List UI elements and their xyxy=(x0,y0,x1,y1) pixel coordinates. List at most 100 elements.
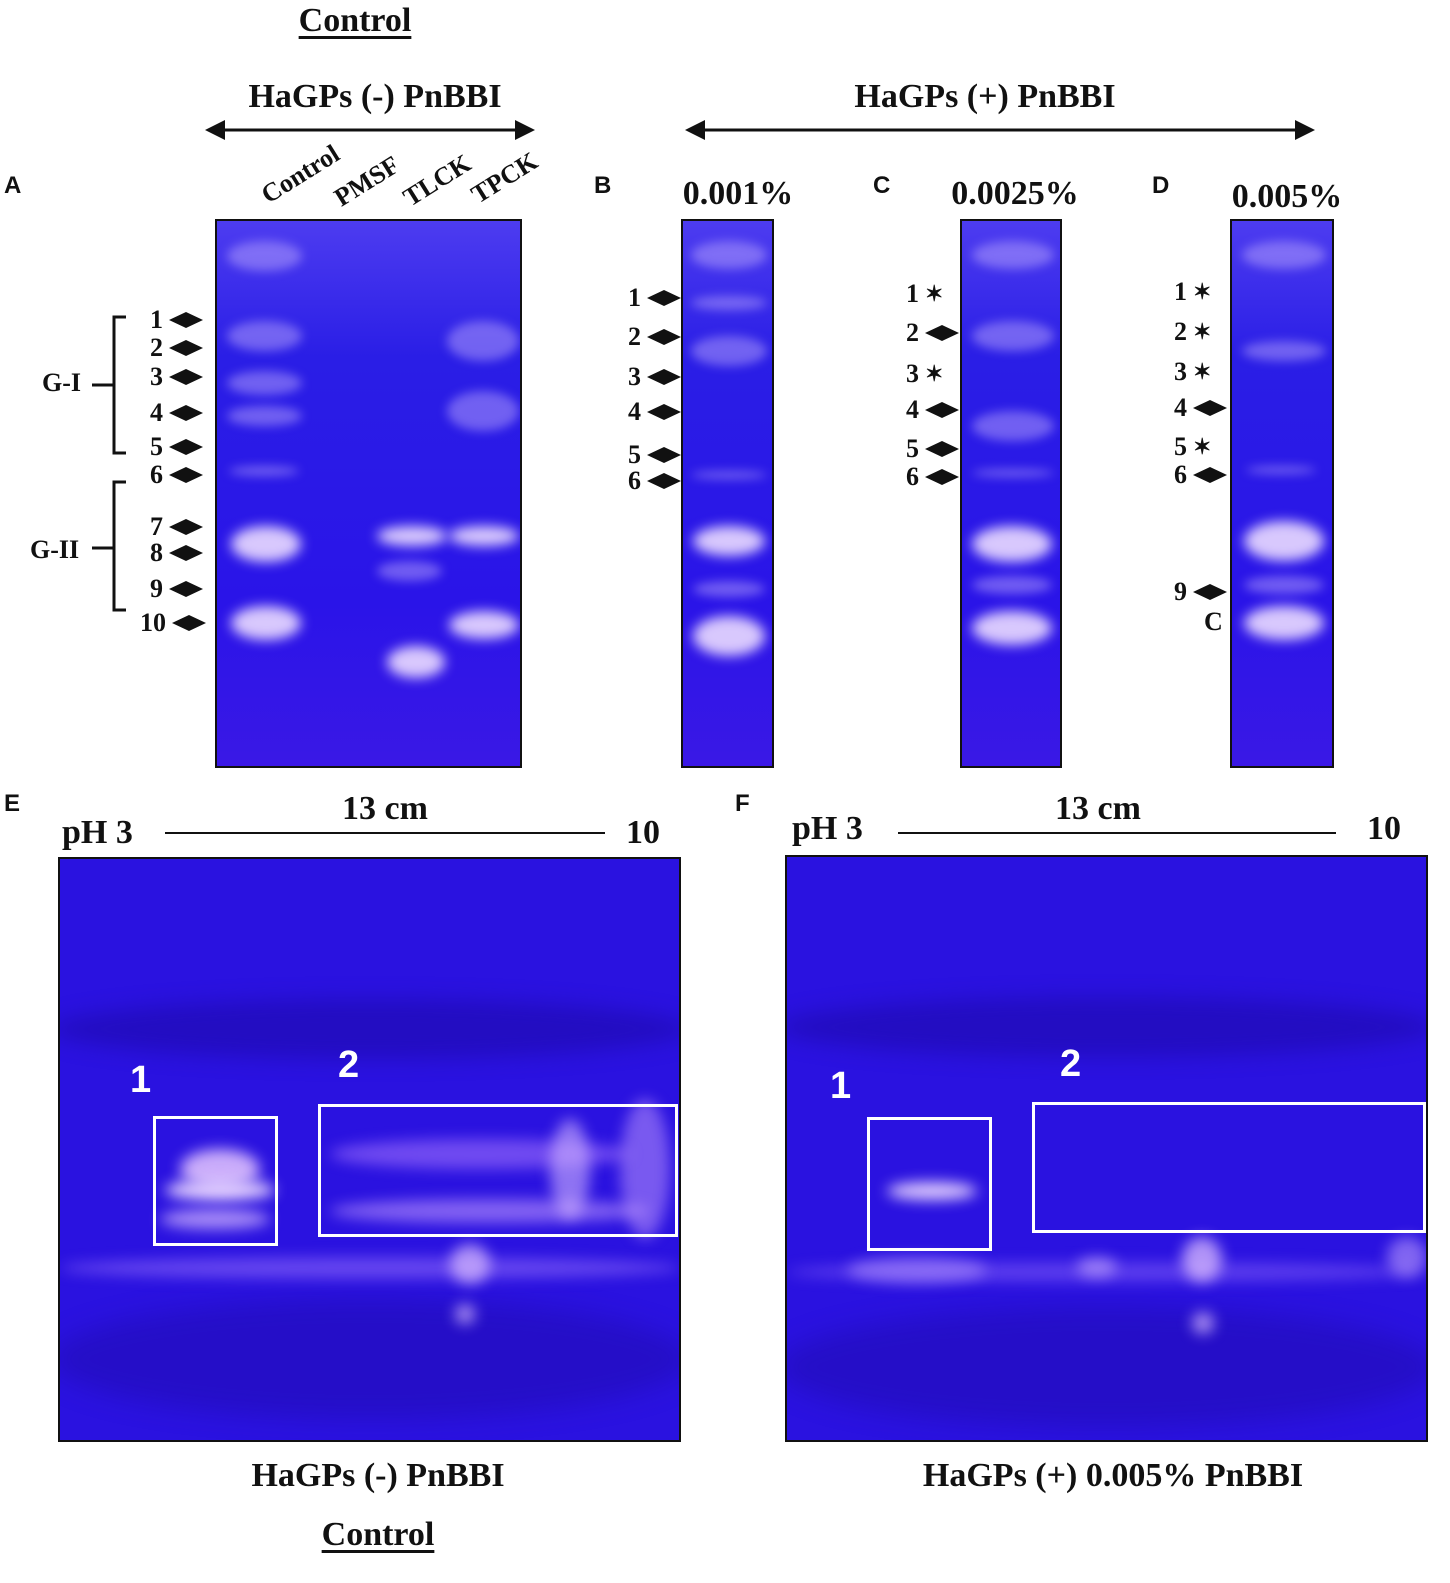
star-icon: ✶ xyxy=(925,361,944,386)
marker-a-4: 4 xyxy=(150,398,203,428)
ph-end-e: 10 xyxy=(626,814,660,851)
lane-header-tpck: TPCK xyxy=(466,146,543,210)
dark-streak xyxy=(787,1307,1426,1427)
diamond-arrow-icon xyxy=(169,369,203,385)
gel-2d-panel-e: 1 2 xyxy=(58,857,681,1442)
length-e: 13 cm xyxy=(342,790,428,827)
region-box-e-2 xyxy=(318,1104,678,1237)
marker-a-3: 3 xyxy=(150,362,203,392)
protein-spot xyxy=(455,1304,475,1324)
panel-letter-a: A xyxy=(4,172,22,199)
gel-band xyxy=(449,526,519,546)
gel-band xyxy=(972,611,1052,645)
region-label-f-2: 2 xyxy=(1060,1043,1082,1085)
star-icon: ✶ xyxy=(1193,319,1212,344)
gel-2d-panel-f: 1 2 xyxy=(785,855,1428,1442)
protein-spot xyxy=(330,1199,650,1223)
region-label-e-2: 2 xyxy=(338,1044,360,1086)
star-icon: ✶ xyxy=(1193,359,1212,384)
diamond-arrow-icon xyxy=(647,290,681,306)
diamond-arrow-icon xyxy=(647,369,681,385)
gel-band xyxy=(231,606,301,640)
left-group-label: HaGPs (-) PnBBI xyxy=(248,78,502,115)
group-label-g2: G-II xyxy=(30,535,80,564)
diamond-arrow-icon xyxy=(925,325,959,341)
marker-c-3: 3 ✶ xyxy=(906,359,944,388)
marker-c-4: 4 xyxy=(906,395,959,425)
diamond-arrow-icon xyxy=(169,581,203,597)
gel-band xyxy=(447,321,519,361)
protein-spot xyxy=(1182,1237,1222,1282)
region-box-f-1 xyxy=(867,1117,992,1251)
marker-b-6: 6 xyxy=(628,466,681,496)
gel-band xyxy=(387,646,445,678)
diamond-arrow-icon xyxy=(647,447,681,463)
diamond-arrow-icon xyxy=(169,340,203,356)
marker-b-2: 2 xyxy=(628,322,681,352)
gel-band xyxy=(972,576,1052,594)
gel-band xyxy=(377,526,447,546)
diamond-arrow-icon xyxy=(169,467,203,483)
gel-band xyxy=(377,561,442,581)
protein-spot xyxy=(1192,1312,1214,1334)
marker-a-10: 10 xyxy=(140,608,206,638)
gel-band xyxy=(1242,341,1326,361)
gel-band xyxy=(693,526,765,556)
marker-d-9: 9 xyxy=(1174,577,1227,607)
gel-band xyxy=(691,241,767,269)
diamond-arrow-icon xyxy=(647,404,681,420)
region-label-e-1: 1 xyxy=(130,1059,152,1101)
diamond-arrow-icon xyxy=(1193,584,1227,600)
region-box-f-2 xyxy=(1032,1102,1426,1233)
marker-d-2: 2 ✶ xyxy=(1174,317,1212,346)
diamond-arrow-icon xyxy=(169,439,203,455)
marker-b-1: 1 xyxy=(628,283,681,313)
marker-a-7: 7 xyxy=(150,512,203,542)
group-label-g1: G-I xyxy=(42,368,81,397)
protein-spot xyxy=(1387,1237,1426,1277)
gel-band xyxy=(227,406,302,426)
diamond-arrow-icon xyxy=(169,519,203,535)
marker-b-5: 5 xyxy=(628,440,681,470)
dark-streak xyxy=(60,999,679,1059)
right-group-label: HaGPs (+) PnBBI xyxy=(854,78,1116,115)
panel-letter-f: F xyxy=(735,790,750,817)
gel-band xyxy=(691,471,767,479)
marker-b-4: 4 xyxy=(628,397,681,427)
region-box-e-1 xyxy=(153,1116,278,1246)
marker-a-9: 9 xyxy=(150,574,203,604)
caption-f: HaGPs (+) 0.005% PnBBI xyxy=(922,1457,1304,1494)
gel-band xyxy=(227,241,302,271)
diamond-arrow-icon xyxy=(1193,467,1227,483)
lane-header-tlck: TLCK xyxy=(398,148,476,213)
gel-band xyxy=(972,411,1054,441)
gel-panel-c xyxy=(960,219,1062,768)
star-icon: ✶ xyxy=(1193,434,1212,459)
marker-a-2: 2 xyxy=(150,333,203,363)
concentration-d: 0.005% xyxy=(1231,178,1343,215)
ph-gradient-line-e xyxy=(165,832,605,834)
gel-band xyxy=(449,611,519,639)
marker-d-4: 4 xyxy=(1174,393,1227,423)
panel-letter-d: D xyxy=(1152,172,1170,199)
gel-band xyxy=(1244,521,1324,561)
diamond-arrow-icon xyxy=(925,441,959,457)
left-double-arrow-icon xyxy=(205,120,535,140)
diamond-arrow-icon xyxy=(925,469,959,485)
marker-d-5: 5 ✶ xyxy=(1174,432,1212,461)
lane-header-control: Control xyxy=(256,138,345,210)
gel-band xyxy=(972,241,1054,269)
concentration-b: 0.001% xyxy=(682,175,794,212)
marker-c-1: 1 ✶ xyxy=(906,279,944,308)
gel-band xyxy=(1242,241,1326,269)
marker-b-3: 3 xyxy=(628,362,681,392)
star-icon: ✶ xyxy=(925,281,944,306)
caption-e: HaGPs (-) PnBBI xyxy=(251,1457,505,1494)
protein-streak xyxy=(60,1257,679,1279)
gel-band xyxy=(691,336,767,366)
marker-d-3: 3 ✶ xyxy=(1174,357,1212,386)
gel-panel-b xyxy=(681,219,774,768)
gel-band xyxy=(229,466,299,476)
diamond-arrow-icon xyxy=(1193,400,1227,416)
marker-c-5: 5 xyxy=(906,434,959,464)
